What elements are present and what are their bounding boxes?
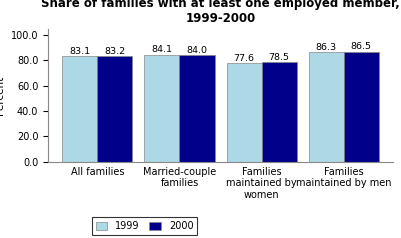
Bar: [344, 52, 379, 162]
Text: 83.1: 83.1: [69, 47, 91, 56]
Bar: [144, 55, 180, 162]
Text: 77.6: 77.6: [234, 54, 255, 63]
Title: Share of families with at least one employed member,
1999-2000: Share of families with at least one empl…: [41, 0, 400, 25]
Bar: [62, 56, 97, 162]
Bar: [261, 62, 297, 162]
Legend: 1999, 2000: 1999, 2000: [92, 217, 197, 235]
Text: 86.5: 86.5: [351, 42, 372, 51]
Bar: [180, 55, 215, 162]
Text: 78.5: 78.5: [269, 53, 290, 62]
Text: 84.1: 84.1: [152, 45, 172, 55]
Text: 86.3: 86.3: [316, 43, 337, 52]
Text: 84.0: 84.0: [186, 46, 207, 55]
Text: 83.2: 83.2: [104, 47, 126, 56]
Bar: [97, 56, 132, 162]
Y-axis label: Percent: Percent: [0, 76, 5, 115]
Bar: [309, 52, 344, 162]
Bar: [227, 63, 261, 162]
